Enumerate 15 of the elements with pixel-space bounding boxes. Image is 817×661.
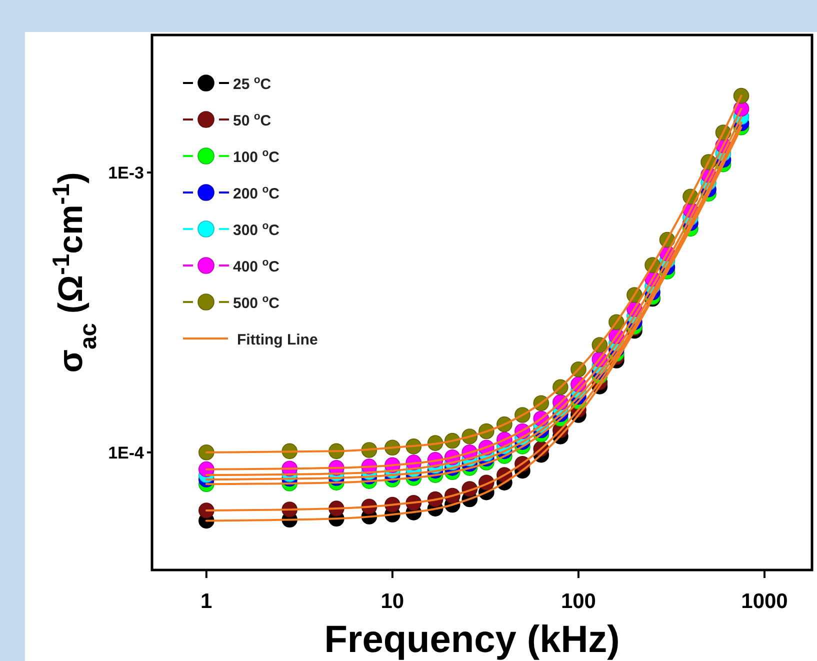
legend-label: 400 $^{o}$C [233,256,280,276]
legend-label: 25 $^{o}$C [233,74,272,93]
y-tick-label: 1E-3 [108,164,144,183]
y-tick-label: 1E-4 [108,443,145,462]
x-tick-label: 1 [200,590,213,613]
x-tick-label: 10 [380,590,404,613]
legend-label: 300 $^{o}$C [233,220,280,239]
x-axis-title: Frequency (kHz) [324,619,620,661]
legend-label: 50 $^{o}$C [233,110,272,130]
legend-label: Fitting Line [237,332,318,348]
legend-label: 100 $^{o}$C [233,147,280,166]
x-tick-label: 1000 [741,590,788,613]
legend-label: 500 $^{o}$C [233,293,280,312]
legend-label: 200 $^{o}$C [233,184,280,202]
x-tick-label: 100 [560,590,596,613]
